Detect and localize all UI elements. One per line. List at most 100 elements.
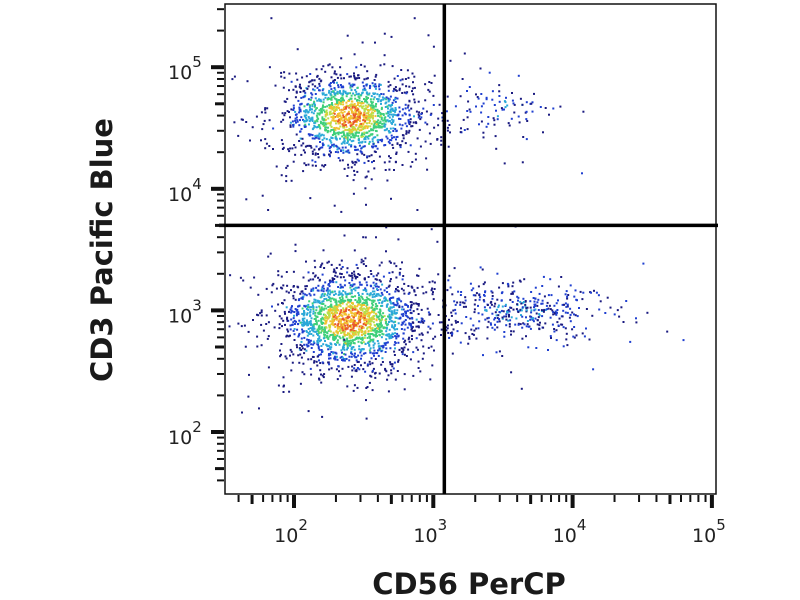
event-dot bbox=[312, 112, 315, 115]
event-dot bbox=[340, 309, 343, 312]
event-dot bbox=[272, 127, 275, 130]
event-dot bbox=[388, 284, 391, 287]
event-dot bbox=[341, 315, 344, 317]
event-dot bbox=[477, 97, 480, 100]
event-dot bbox=[319, 127, 322, 130]
event-dot bbox=[597, 294, 600, 297]
event-dot bbox=[381, 283, 384, 286]
event-dot bbox=[358, 281, 361, 284]
event-dot bbox=[402, 314, 405, 317]
event-dot bbox=[283, 71, 286, 74]
event-dot bbox=[305, 120, 308, 123]
event-dot bbox=[303, 115, 306, 118]
event-dot bbox=[490, 303, 493, 306]
event-dot bbox=[362, 126, 365, 129]
event-dot bbox=[310, 358, 313, 361]
event-dot bbox=[398, 117, 400, 120]
event-dot bbox=[340, 77, 343, 80]
event-dot bbox=[353, 325, 356, 327]
event-dot bbox=[348, 355, 351, 358]
event-dot bbox=[359, 308, 362, 311]
event-dot bbox=[555, 329, 558, 332]
event-dot bbox=[314, 97, 317, 100]
event-dot bbox=[328, 106, 331, 109]
event-dot bbox=[308, 333, 311, 336]
event-dot bbox=[373, 150, 376, 153]
event-dot bbox=[347, 151, 350, 154]
event-dot bbox=[371, 293, 374, 296]
event-dot bbox=[433, 126, 436, 129]
event-dot bbox=[497, 304, 500, 307]
event-dot bbox=[446, 289, 449, 292]
event-dot bbox=[303, 343, 306, 346]
event-dot bbox=[411, 90, 413, 93]
event-dot bbox=[401, 92, 404, 94]
event-dot bbox=[340, 332, 343, 334]
event-dot bbox=[364, 104, 367, 107]
event-dot bbox=[393, 113, 396, 116]
event-dot bbox=[354, 312, 357, 315]
event-dot bbox=[311, 150, 314, 153]
event-dot bbox=[383, 63, 386, 66]
event-dot bbox=[402, 137, 405, 140]
event-dot bbox=[317, 319, 320, 322]
event-dot bbox=[320, 100, 323, 103]
event-dot bbox=[374, 372, 376, 375]
event-dot bbox=[559, 105, 562, 108]
event-dot bbox=[294, 96, 297, 99]
event-dot bbox=[347, 163, 349, 166]
event-dot bbox=[287, 330, 290, 333]
event-dot bbox=[595, 291, 598, 294]
event-dot bbox=[332, 331, 335, 334]
event-dot bbox=[347, 305, 350, 308]
event-dot bbox=[378, 155, 381, 158]
event-dot bbox=[363, 112, 366, 115]
event-dot bbox=[341, 293, 344, 296]
event-dot bbox=[355, 324, 358, 326]
event-dot bbox=[291, 361, 294, 364]
event-dot bbox=[333, 87, 336, 90]
event-dot bbox=[328, 328, 331, 331]
event-dot bbox=[327, 117, 330, 120]
event-dot bbox=[309, 98, 312, 101]
event-dot bbox=[468, 337, 471, 340]
event-dot bbox=[635, 317, 637, 320]
event-dot bbox=[311, 128, 314, 131]
event-dot bbox=[376, 139, 379, 142]
event-dot bbox=[385, 226, 388, 229]
event-dot bbox=[331, 106, 334, 109]
event-dot bbox=[385, 101, 388, 104]
event-dot bbox=[329, 121, 332, 124]
event-dot bbox=[296, 120, 299, 123]
event-dot bbox=[345, 357, 348, 360]
event-dot bbox=[491, 98, 494, 101]
event-dot bbox=[416, 286, 419, 289]
event-dot bbox=[365, 203, 367, 206]
event-dot bbox=[404, 323, 407, 326]
event-dot bbox=[574, 314, 577, 317]
event-dot bbox=[354, 289, 357, 292]
event-dot bbox=[387, 112, 390, 115]
event-dot bbox=[310, 373, 313, 376]
event-dot bbox=[341, 359, 343, 361]
event-dot bbox=[529, 327, 532, 330]
event-dot bbox=[355, 330, 357, 333]
event-dot bbox=[358, 301, 361, 304]
event-dot bbox=[341, 367, 344, 370]
event-dot bbox=[290, 318, 293, 321]
event-dot bbox=[324, 316, 327, 319]
event-dot bbox=[518, 121, 521, 124]
event-dot bbox=[311, 93, 314, 96]
event-dot bbox=[324, 329, 326, 332]
event-dot bbox=[327, 126, 329, 129]
event-dot bbox=[333, 127, 336, 129]
event-dot bbox=[481, 268, 484, 271]
event-dot bbox=[373, 284, 376, 287]
event-dot bbox=[384, 367, 387, 370]
event-dot bbox=[391, 306, 393, 309]
event-dot bbox=[563, 303, 565, 306]
event-dot bbox=[399, 268, 402, 270]
event-dot bbox=[384, 120, 387, 123]
event-dot bbox=[554, 310, 557, 313]
event-dot bbox=[401, 124, 404, 127]
